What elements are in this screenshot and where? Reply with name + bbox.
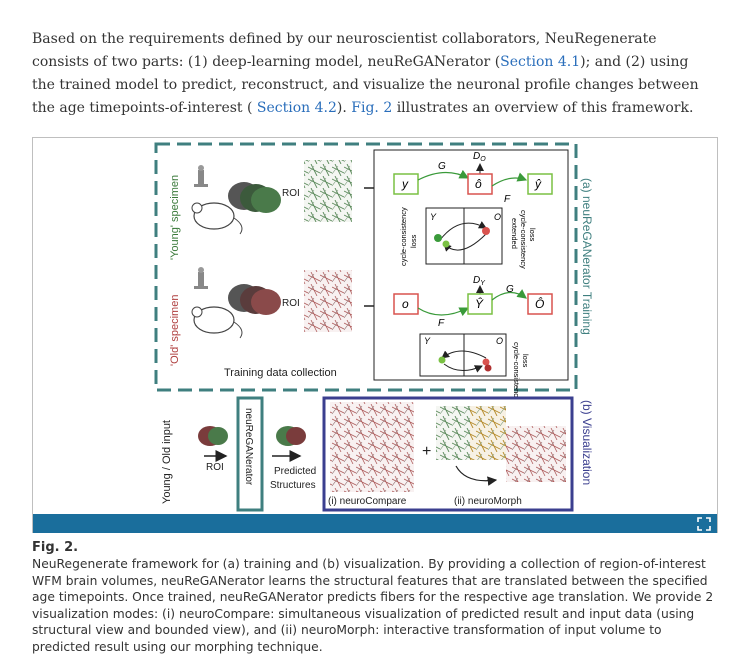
symbol-O: O (496, 336, 503, 346)
structures-label: Structures (270, 480, 316, 491)
fig-2-link[interactable]: Fig. 2 (351, 100, 393, 116)
neurocompare-label: (i) neuroCompare (328, 496, 407, 507)
expand-icon[interactable] (697, 517, 711, 531)
box-O-hat (527, 293, 553, 315)
mouse-icon (191, 306, 243, 339)
young-roi-tissue (304, 160, 352, 222)
predicted-label: Predicted (274, 466, 316, 477)
paragraph-text: ); and (2) using the trained model to pr… (32, 54, 699, 116)
figure-caption: NeuRegenerate framework for (a) training… (32, 557, 714, 654)
symbol-y-hat: ŷ (534, 177, 542, 191)
figure-label: Fig. 2. (32, 540, 79, 555)
cycle-loss-label: loss (409, 234, 418, 248)
symbol-G: G (506, 284, 514, 295)
ext-cycle-label: cycle-consistency (519, 210, 528, 269)
neuromorph-view-left (436, 406, 476, 460)
cycle-loss-label: cycle-consistency (399, 207, 408, 266)
neuromorph-view-mid (470, 406, 506, 460)
symbol-F: F (504, 194, 511, 205)
roi-label: ROI (206, 462, 224, 473)
symbol-O: O (494, 212, 501, 222)
neuReGANerator-label: neuReGANerator (243, 408, 254, 486)
symbol-o-hat: ô (475, 177, 482, 191)
paragraph-text: ). (336, 100, 352, 116)
neuReGANerator-box (236, 396, 264, 512)
old-roi-tissue (304, 270, 352, 332)
panel-a-border (154, 142, 578, 392)
ext-cycle-label: extended (510, 218, 519, 249)
section-4-1-link[interactable]: Section 4.1 (500, 54, 581, 70)
brain-slices-young (228, 182, 281, 213)
microscope-icon (194, 165, 208, 187)
symbol-F: F (438, 318, 445, 329)
training-collection-label: Training data collection (224, 367, 337, 379)
predicted-brain-icon (276, 426, 306, 446)
symbol-Do: DO (473, 151, 486, 163)
paragraph-text: illustrates an overview of this framewor… (392, 100, 694, 116)
figure-toolbar (33, 514, 717, 533)
panel-b-title: (b) Visualization (580, 400, 594, 485)
section-4-2-link[interactable]: Section 4.2 (256, 100, 337, 116)
paragraph-text: Based on the requirements defined by our… (32, 31, 657, 70)
mouse-icon (191, 202, 243, 235)
young-old-input-label: Young / Old input (161, 420, 173, 504)
roi-label: ROI (282, 188, 300, 199)
box-o-hat (467, 173, 493, 195)
ext-cycle-label: loss (528, 228, 537, 242)
neurocompare-view (330, 402, 414, 492)
neuromorph-view-right (506, 426, 566, 482)
roi-label: ROI (282, 298, 300, 309)
symbol-G: G (438, 161, 446, 172)
old-specimen-label: 'Old' specimen (169, 295, 181, 366)
symbol-Y: Y (430, 212, 437, 222)
input-brain-icon (198, 426, 228, 446)
box-o (393, 293, 419, 315)
neuromorph-label: (ii) neuroMorph (454, 496, 522, 507)
body-paragraph: Based on the requirements defined by our… (32, 28, 712, 120)
cycle-loss-label: cycle-consistency (512, 342, 521, 401)
brain-slices-old (228, 284, 281, 315)
symbol-O-hat: Ô (535, 296, 544, 311)
symbol-y: y (401, 177, 409, 191)
young-specimen-label: 'Young' specimen (169, 175, 181, 260)
symbol-Y-hat: Ŷ (475, 296, 484, 311)
symbol-o: o (402, 297, 409, 311)
symbol-Dy: DY (473, 275, 486, 287)
panel-a-title: (a) neuReGANerator Training (580, 178, 594, 335)
box-Y-hat (467, 293, 493, 315)
cycle-loss-label: loss (521, 354, 530, 368)
plus-sign: + (422, 443, 431, 460)
box-y (393, 173, 419, 195)
symbol-Y: Y (424, 336, 431, 346)
figure-diagram: (a) neuReGANerator Training 'Young' spec… (154, 142, 594, 512)
microscope-icon (194, 267, 208, 289)
box-y-hat (527, 173, 553, 195)
cycle-space-lower (419, 333, 507, 377)
